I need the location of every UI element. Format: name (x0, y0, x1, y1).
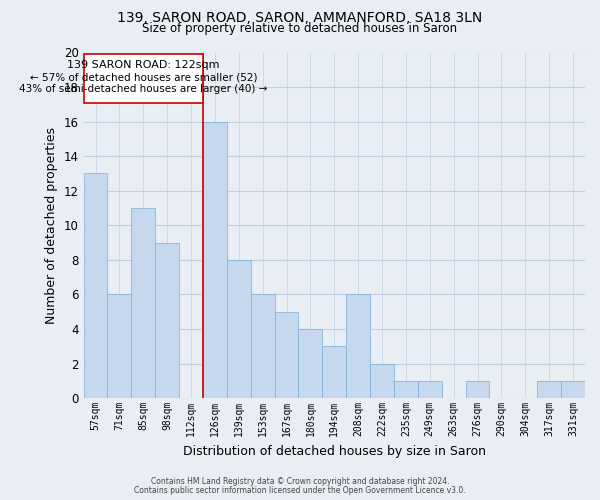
Y-axis label: Number of detached properties: Number of detached properties (45, 127, 58, 324)
Bar (322, 346, 346, 398)
Text: Contains HM Land Registry data © Crown copyright and database right 2024.: Contains HM Land Registry data © Crown c… (151, 477, 449, 486)
Text: 139 SARON ROAD: 122sqm: 139 SARON ROAD: 122sqm (67, 60, 220, 70)
Bar (227, 260, 251, 398)
Bar (466, 381, 490, 398)
Bar (418, 381, 442, 398)
Bar (155, 242, 179, 398)
Bar (394, 381, 418, 398)
Bar (370, 364, 394, 398)
Bar (275, 312, 298, 398)
Text: ← 57% of detached houses are smaller (52): ← 57% of detached houses are smaller (52… (30, 72, 257, 83)
Bar (346, 294, 370, 398)
Bar (298, 329, 322, 398)
X-axis label: Distribution of detached houses by size in Saron: Distribution of detached houses by size … (183, 444, 486, 458)
Text: 43% of semi-detached houses are larger (40) →: 43% of semi-detached houses are larger (… (19, 84, 268, 94)
Bar (561, 381, 585, 398)
Text: 139, SARON ROAD, SARON, AMMANFORD, SA18 3LN: 139, SARON ROAD, SARON, AMMANFORD, SA18 … (118, 11, 482, 25)
Bar (537, 381, 561, 398)
Text: Contains public sector information licensed under the Open Government Licence v3: Contains public sector information licen… (134, 486, 466, 495)
Bar (83, 54, 203, 104)
Bar (107, 294, 131, 398)
Bar (251, 294, 275, 398)
Text: Size of property relative to detached houses in Saron: Size of property relative to detached ho… (142, 22, 458, 35)
Bar (131, 208, 155, 398)
Bar (83, 174, 107, 398)
Bar (203, 122, 227, 398)
